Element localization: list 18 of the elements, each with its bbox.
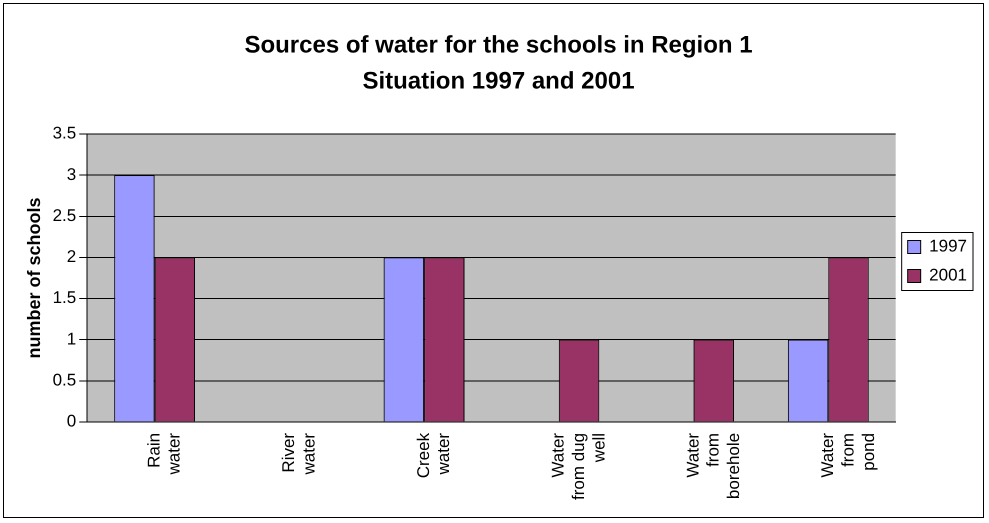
x-tick-label: Water from pond — [818, 432, 878, 478]
x-tick-label: Water from borehole — [683, 432, 744, 500]
legend-label: 1997 — [929, 236, 968, 256]
x-tick-label: Rain water — [144, 432, 184, 476]
y-tick-label: 2.5 — [52, 206, 76, 225]
y-tick-label: 1.5 — [52, 288, 76, 308]
y-tick-label: 0 — [66, 412, 76, 431]
chart-title: Sources of water for the schools in Region 1 Situation 1997 and 2001 — [244, 32, 753, 95]
x-tick-label: Creek water — [414, 432, 454, 478]
y-tick-label: 2 — [66, 247, 76, 266]
y-tick-label: 1 — [66, 329, 76, 348]
y-tick-label: 0.5 — [52, 370, 76, 390]
y-tick-label: 3 — [66, 164, 76, 184]
x-tick-label: River water — [279, 432, 318, 476]
x-tick-label: Water from dug well — [548, 432, 608, 500]
legend-label: 2001 — [929, 266, 968, 285]
y-axis-title: number of schools — [24, 197, 44, 358]
y-tick-label: 3.5 — [52, 124, 76, 143]
